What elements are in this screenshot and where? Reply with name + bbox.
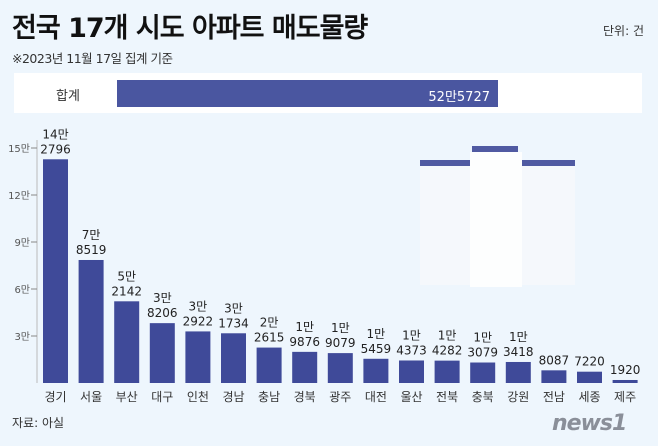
x-tick-label: 경남 <box>222 390 244 404</box>
data-label-man: 1만 <box>331 321 350 335</box>
building-illustration <box>420 146 575 287</box>
data-label: 2922 <box>183 314 214 328</box>
data-label-man: 5만 <box>117 269 136 283</box>
data-label-man: 1만 <box>367 327 386 341</box>
bar-충남 <box>256 347 282 383</box>
data-label-man: 3만 <box>153 291 172 305</box>
y-tick-label: 9만 <box>14 237 30 249</box>
bar-울산 <box>399 360 424 383</box>
x-tick-label: 광주 <box>329 390 351 404</box>
x-tick-label: 충북 <box>472 390 494 404</box>
bar-인천 <box>185 331 211 383</box>
x-tick-label: 전북 <box>436 390 458 404</box>
bar-전북 <box>434 360 460 383</box>
data-label: 1920 <box>610 363 641 377</box>
bar-전남 <box>541 370 567 383</box>
bar-경남 <box>221 333 246 383</box>
data-label-man: 7만 <box>82 228 101 242</box>
x-tick-label: 대구 <box>151 390 173 404</box>
total-panel: 합계 52만5727 <box>14 73 642 113</box>
data-label: 7220 <box>574 355 605 369</box>
total-label: 합계 <box>56 89 80 104</box>
x-tick-label: 서울 <box>80 390 102 404</box>
news1-logo: news1 <box>552 411 627 436</box>
x-tick-label: 인천 <box>187 389 209 404</box>
bar-서울 <box>78 259 104 383</box>
data-label-man: 1만 <box>509 330 528 344</box>
bar-세종 <box>577 371 602 383</box>
source-note: 자료: 아실 <box>12 416 65 430</box>
x-tick-label: 전남 <box>543 390 565 404</box>
bar-부산 <box>114 301 140 383</box>
x-tick-label: 경기 <box>44 390 66 404</box>
data-label-man: 3만 <box>189 299 208 313</box>
data-label-man: 14만 <box>42 127 68 141</box>
y-tick-label: 6만 <box>14 284 30 296</box>
data-label: 1734 <box>218 316 249 330</box>
data-label-man: 1만 <box>438 329 457 343</box>
bar-제주 <box>612 379 638 383</box>
data-label-man: 1만 <box>402 328 421 342</box>
y-tick-label: 12만 <box>8 190 30 202</box>
x-tick-label: 울산 <box>400 390 422 404</box>
unit-label: 단위: 건 <box>603 24 644 38</box>
data-label: 5459 <box>361 342 392 356</box>
total-bar: 52만5727 <box>117 80 498 107</box>
data-label-man: 3만 <box>224 301 243 315</box>
x-tick-label: 충남 <box>258 390 280 404</box>
bar-강원 <box>505 361 531 383</box>
x-tick-label: 부산 <box>116 390 138 404</box>
bar-대구 <box>149 323 175 383</box>
x-tick-label: 강원 <box>507 390 529 404</box>
data-label-man: 1만 <box>295 320 314 334</box>
x-tick-label: 경북 <box>294 390 316 404</box>
x-tick-label: 세종 <box>578 390 600 404</box>
data-label: 3418 <box>503 345 534 359</box>
total-value: 52만5727 <box>428 90 490 105</box>
data-label-man: 2만 <box>260 316 279 330</box>
data-label: 4373 <box>396 343 427 357</box>
data-label: 3079 <box>467 346 498 360</box>
x-tick-label: 대전 <box>365 390 387 404</box>
page-title: 전국 17개 시도 아파트 매도물량 <box>12 13 368 44</box>
data-label: 4282 <box>432 344 463 358</box>
y-tick-label: 15만 <box>8 143 30 155</box>
data-label: 9079 <box>325 336 356 350</box>
data-label: 9876 <box>289 335 320 349</box>
data-label: 8206 <box>147 306 178 320</box>
bar-경기 <box>43 159 68 383</box>
subtitle: ※2023년 11월 17일 집계 기준 <box>12 51 173 66</box>
data-label: 2142 <box>111 284 142 298</box>
data-label: 8519 <box>76 243 107 257</box>
data-label: 2796 <box>40 142 71 156</box>
bar-광주 <box>327 353 353 383</box>
data-label: 8087 <box>539 353 570 367</box>
bar-대전 <box>363 358 389 383</box>
bar-경북 <box>292 351 318 383</box>
y-tick-label: 3만 <box>14 331 30 343</box>
x-tick-label: 제주 <box>614 390 636 404</box>
data-label-man: 1만 <box>473 331 492 345</box>
bar-충북 <box>470 362 496 383</box>
data-label: 2615 <box>254 331 285 345</box>
